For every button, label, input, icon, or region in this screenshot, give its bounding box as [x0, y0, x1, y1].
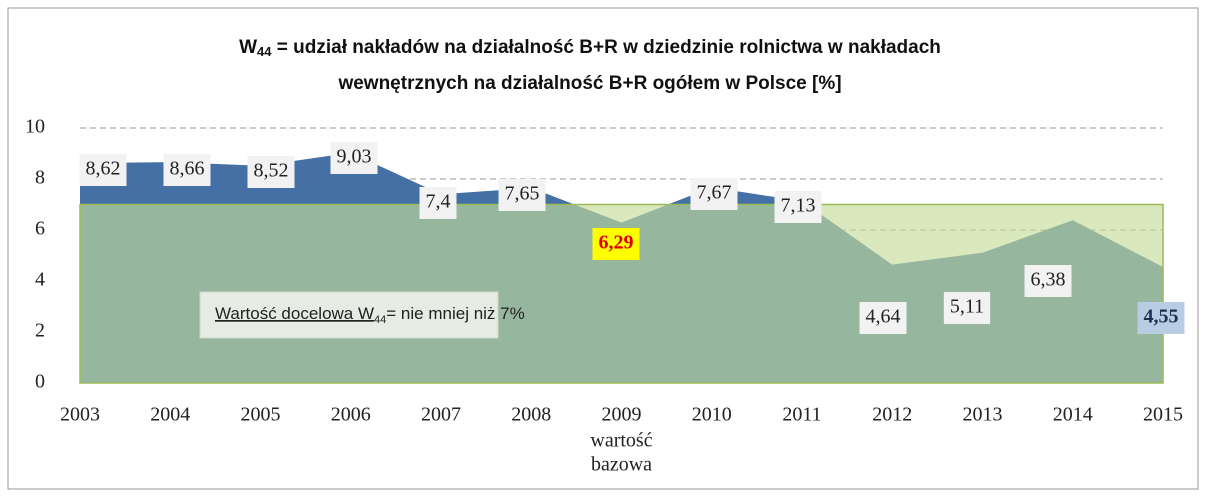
x-tick-note: wartość [590, 430, 652, 452]
data-label: 5,11 [950, 296, 984, 318]
data-label-bg [1137, 302, 1185, 334]
data-label-bg [774, 191, 822, 223]
annotation-part: = nie mniej niż 7% [386, 304, 524, 323]
chart-title: W44 = udział nakładów na działalność B+R… [239, 37, 941, 59]
data-label: 7,4 [426, 191, 451, 213]
y-tick-label: 4 [35, 269, 45, 291]
data-label: 7,67 [697, 182, 732, 204]
annotation: Wartość docelowa W44= nie mniej niż 7% [215, 304, 525, 325]
data-label: 8,62 [86, 158, 121, 180]
annotation-box [199, 291, 499, 339]
data-label-bg [859, 302, 907, 334]
x-tick-label: 2004 [150, 404, 190, 426]
data-label: 6,29 [599, 232, 634, 254]
y-tick-label: 10 [25, 116, 45, 138]
x-tick-label: 2005 [241, 404, 281, 426]
x-tick-label: 2011 [782, 404, 821, 426]
x-tick-label: 2014 [1053, 404, 1093, 426]
data-label-bg [690, 178, 738, 210]
x-tick-label: 2008 [511, 404, 551, 426]
data-label: 4,55 [1144, 306, 1179, 328]
data-label: 8,52 [254, 160, 289, 182]
x-tick-label: 2003 [60, 404, 100, 426]
x-tick-label: 2007 [421, 404, 461, 426]
data-label-bg [247, 156, 295, 188]
y-tick-label: 8 [35, 167, 45, 189]
y-tick-label: 2 [35, 320, 45, 342]
x-tick-label: 2015 [1143, 404, 1183, 426]
data-label-bg [498, 179, 546, 211]
data-label-bg [592, 228, 640, 260]
data-label: 7,13 [781, 195, 816, 217]
y-tick-label: 0 [35, 371, 45, 393]
data-label-bg [943, 292, 991, 324]
y-tick-label: 6 [35, 218, 45, 240]
data-label: 4,64 [866, 306, 901, 328]
annotation-part: 44 [374, 314, 386, 326]
chart-title: wewnętrznych na działalność B+R ogółem w… [337, 73, 841, 94]
data-label-bg [419, 187, 457, 219]
annotation-part: Wartość docelowa W [215, 304, 374, 323]
x-tick-label: 2013 [963, 404, 1003, 426]
data-label: 6,38 [1031, 269, 1066, 291]
data-label: 9,03 [337, 146, 372, 168]
x-tick-label: 2010 [692, 404, 732, 426]
x-tick-label: 2012 [872, 404, 912, 426]
data-label: 7,65 [505, 183, 540, 205]
data-label-bg [1024, 265, 1072, 297]
x-tick-label: 2006 [331, 404, 371, 426]
x-tick-note: bazowa [591, 454, 652, 476]
data-label-bg [330, 142, 378, 174]
data-label: 8,66 [170, 158, 205, 180]
data-label-bg [163, 154, 211, 186]
x-tick-label: 2009 [602, 404, 642, 426]
data-label-bg [79, 154, 127, 186]
